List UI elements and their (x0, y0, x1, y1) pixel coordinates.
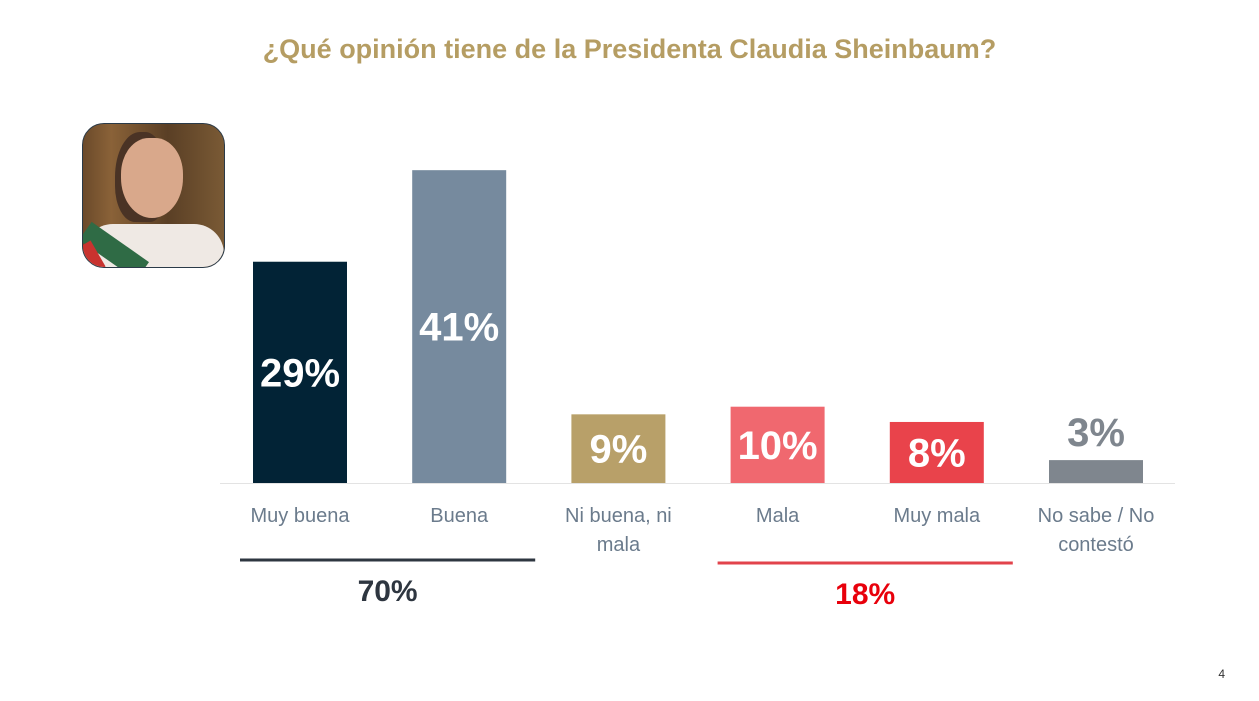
bar-2 (571, 414, 666, 483)
bar-3 (730, 406, 825, 483)
chart-title: ¿Qué opinión tiene de la Presidenta Clau… (262, 34, 997, 64)
data-label: 8% (908, 431, 966, 475)
bar-4 (889, 421, 984, 483)
bar-1 (412, 170, 507, 484)
data-label: 9% (589, 428, 647, 472)
category-label: Mala (756, 505, 800, 527)
category-label: Muy buena (251, 505, 351, 527)
data-label: 3% (1067, 411, 1125, 455)
data-label: 41% (419, 306, 499, 350)
category-label: Ni buena, ni (565, 505, 672, 527)
data-label: 29% (260, 351, 340, 395)
category-label: mala (597, 534, 641, 556)
category-label: Muy mala (893, 505, 981, 527)
bar-5 (1049, 460, 1143, 483)
category-label: No sabe / No (1038, 505, 1155, 527)
group-total-label: 18% (835, 578, 895, 611)
category-label: contestó (1058, 534, 1134, 556)
category-label: Buena (430, 505, 489, 527)
president-photo (82, 123, 225, 268)
data-label: 10% (738, 424, 818, 468)
bar-0 (253, 261, 347, 483)
page-number: 4 (1218, 667, 1225, 681)
group-total-label: 70% (358, 575, 418, 608)
